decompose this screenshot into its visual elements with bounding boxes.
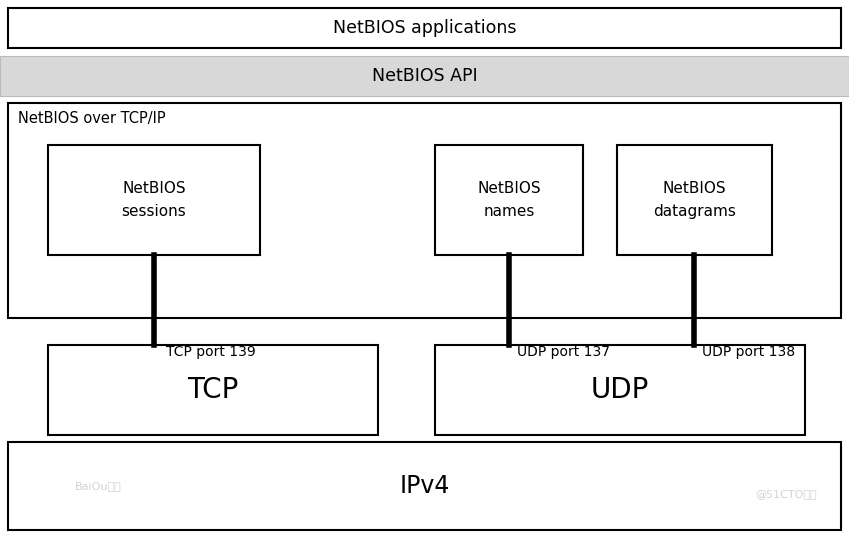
Bar (624, 152, 779, 262)
Bar (48, 345, 378, 435)
Text: UDP port 138: UDP port 138 (702, 345, 796, 359)
Text: TCP: TCP (188, 376, 239, 404)
Bar (617, 145, 772, 255)
Bar (435, 345, 805, 435)
Bar (0, 56, 849, 96)
Bar (8, 103, 841, 318)
Text: UDP: UDP (591, 376, 649, 404)
Text: UDP port 137: UDP port 137 (517, 345, 610, 359)
Text: TCP port 139: TCP port 139 (166, 345, 256, 359)
Text: NetBIOS
names: NetBIOS names (477, 182, 541, 219)
Text: IPv4: IPv4 (399, 474, 450, 498)
Text: NetBIOS applications: NetBIOS applications (333, 19, 516, 37)
Text: BaiOu博客: BaiOu博客 (75, 481, 121, 491)
Bar (8, 8, 841, 48)
Text: NetBIOS
datagrams: NetBIOS datagrams (653, 182, 736, 219)
Bar (442, 152, 590, 262)
Bar (48, 145, 260, 255)
Bar (8, 442, 841, 530)
Text: NetBIOS
sessions: NetBIOS sessions (121, 182, 187, 219)
Text: NetBIOS API: NetBIOS API (372, 67, 477, 85)
Text: NetBIOS over TCP/IP: NetBIOS over TCP/IP (18, 112, 166, 127)
Text: @51CTO博客: @51CTO博客 (756, 489, 817, 499)
Bar (55, 152, 267, 262)
Bar (435, 145, 583, 255)
